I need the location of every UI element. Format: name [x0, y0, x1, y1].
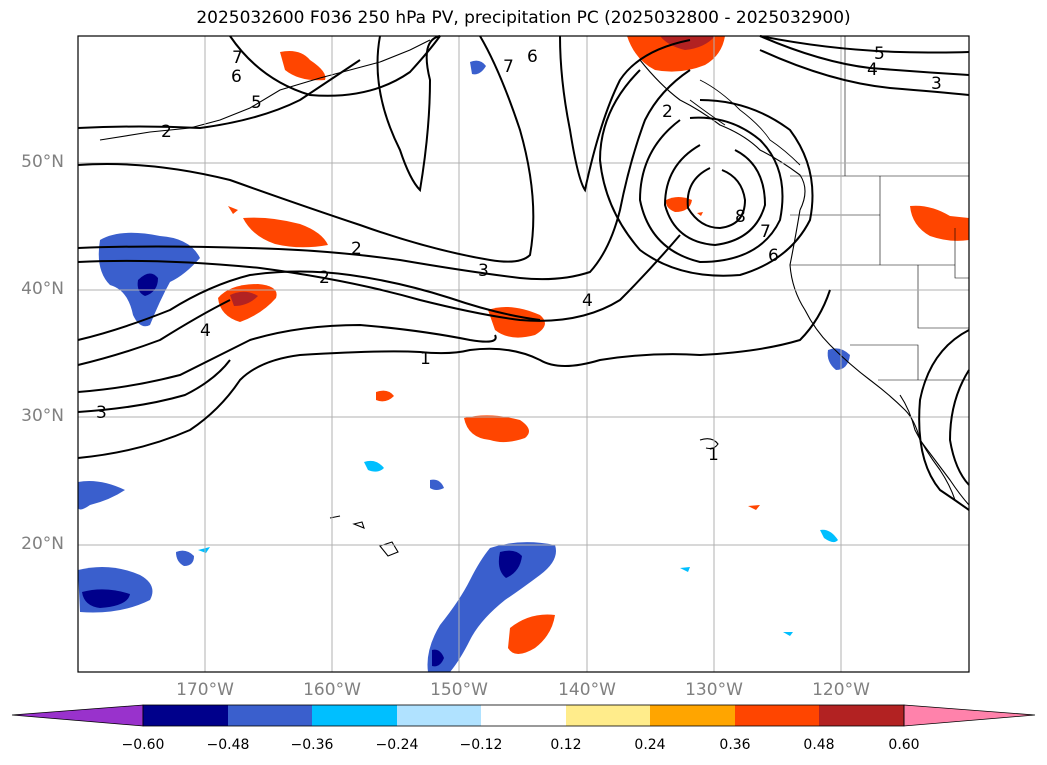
colorbar-tick: −0.24 [375, 737, 419, 753]
colorbar-bin [143, 705, 228, 726]
contour-label: 3 [96, 403, 107, 423]
contour-label: 2 [319, 268, 330, 288]
colorbar-bin [397, 705, 481, 726]
contour-label: 4 [867, 60, 878, 80]
colorbar-extend-low [11, 704, 144, 727]
colorbar-tick: −0.60 [121, 737, 165, 753]
contour-label: 7 [503, 57, 514, 77]
contour-label: 4 [200, 321, 211, 341]
colorbar-bin [566, 705, 650, 726]
colorbar-tick: 0.24 [634, 737, 666, 753]
colorbar-tick: −0.12 [459, 737, 503, 753]
colorbar-bin [312, 705, 397, 726]
contour-label: 6 [527, 47, 538, 67]
pv-contours [77, 35, 970, 511]
contour-label: 1 [420, 349, 431, 369]
borders [790, 36, 969, 381]
colorbar [11, 704, 1036, 727]
contour-label: 2 [351, 239, 362, 259]
colorbar-tick: 0.12 [550, 737, 582, 753]
lon-label: 120°W [812, 680, 870, 700]
lat-label: 50°N [21, 152, 64, 172]
contour-label: 3 [478, 261, 489, 281]
lon-label: 150°W [430, 680, 488, 700]
contour-label: 6 [768, 246, 779, 266]
lon-label: 170°W [176, 680, 234, 700]
colorbar-bin [819, 705, 904, 726]
coastlines [99, 39, 970, 557]
contour-label: 5 [251, 93, 262, 113]
contour-label: 3 [931, 74, 942, 94]
map-frame [77, 35, 970, 673]
colorbar-bin [735, 705, 819, 726]
contour-label: 1 [708, 445, 719, 465]
lat-label: 30°N [21, 406, 64, 426]
contour-label: 4 [582, 291, 593, 311]
contour-label: 7 [232, 48, 243, 68]
contour-label: 6 [231, 67, 242, 87]
contour-labels: 7 6 5 2 2 2 3 4 4 1 3 1 8 7 6 7 6 5 4 3 … [96, 44, 942, 465]
precip-shading [78, 36, 969, 672]
contour-label: 2 [662, 102, 673, 122]
colorbar-tick: 0.48 [803, 737, 835, 753]
contour-label: 2 [161, 122, 172, 142]
map-title: 2025032600 F036 250 hPa PV, precipitatio… [196, 8, 851, 28]
colorbar-tick: −0.36 [290, 737, 334, 753]
colorbar-bin [228, 705, 312, 726]
colorbar-bin [650, 705, 735, 726]
lat-label: 40°N [21, 279, 64, 299]
colorbar-tick: 0.60 [888, 737, 920, 753]
contour-label: 5 [874, 44, 885, 64]
lat-label: 20°N [21, 534, 64, 554]
colorbar-tick: −0.48 [206, 737, 250, 753]
lon-label: 160°W [303, 680, 361, 700]
colorbar-outline [142, 704, 905, 727]
contour-label: 7 [760, 222, 771, 242]
colorbar-bin [481, 705, 566, 726]
lon-label: 140°W [558, 680, 616, 700]
contour-label: 8 [735, 207, 746, 227]
coastline-detail [689, 79, 801, 166]
lon-label: 130°W [685, 680, 743, 700]
colorbar-tick: 0.36 [719, 737, 751, 753]
colorbar-extend-high [903, 704, 1036, 727]
